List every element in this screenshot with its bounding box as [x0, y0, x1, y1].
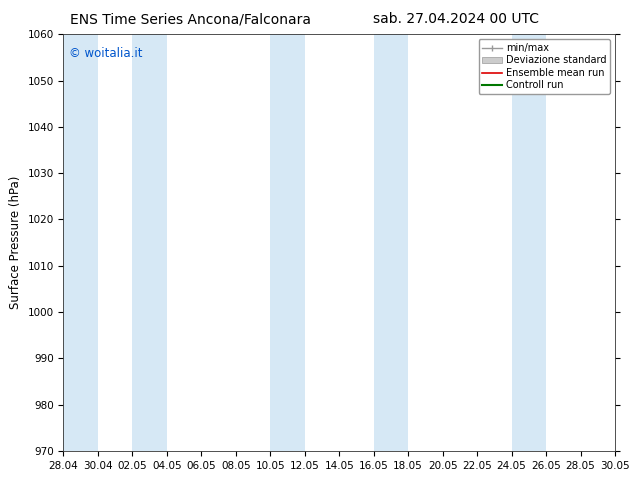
Bar — [133, 34, 167, 451]
Y-axis label: Surface Pressure (hPa): Surface Pressure (hPa) — [9, 176, 22, 309]
Text: sab. 27.04.2024 00 UTC: sab. 27.04.2024 00 UTC — [373, 12, 540, 26]
Text: ENS Time Series Ancona/Falconara: ENS Time Series Ancona/Falconara — [70, 12, 311, 26]
Bar — [512, 34, 546, 451]
Legend: min/max, Deviazione standard, Ensemble mean run, Controll run: min/max, Deviazione standard, Ensemble m… — [479, 39, 610, 94]
Bar — [270, 34, 305, 451]
Text: © woitalia.it: © woitalia.it — [69, 47, 143, 60]
Bar — [373, 34, 408, 451]
Bar — [63, 34, 98, 451]
